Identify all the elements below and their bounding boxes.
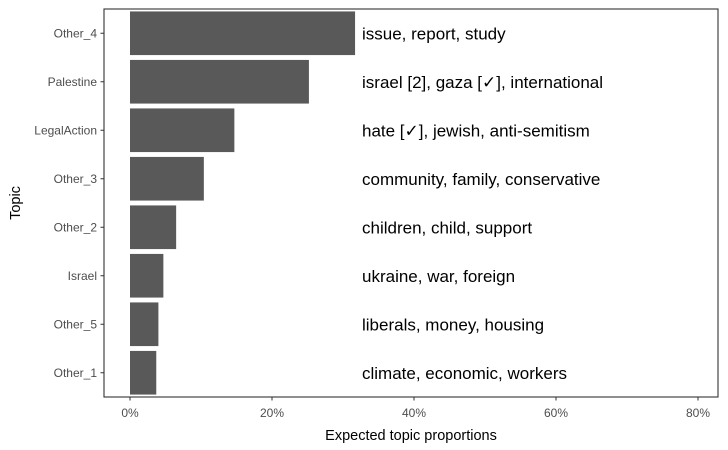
annotations-layer: issue, report, study israel [2], gaza [✓]… (362, 24, 603, 383)
x-tick-label: 0% (121, 406, 139, 420)
x-tick-label: 20% (260, 406, 284, 420)
y-tick-label: Other_5 (54, 317, 98, 331)
bar-palestine (130, 59, 309, 104)
x-axis-title: Expected topic proportions (325, 428, 497, 444)
y-tick-label: Israel (68, 269, 97, 283)
bar-other-4 (130, 11, 356, 56)
annotation-other-1: climate, economic, workers (362, 364, 567, 383)
x-axis: 0% 20% 40% 60% 80% (121, 397, 710, 420)
bar-other-1 (130, 350, 157, 395)
annotation-other-3: community, family, conservative (362, 170, 600, 189)
y-tick-label: Other_1 (54, 366, 98, 380)
plot-frame (103, 8, 719, 398)
y-axis-title: Topic (8, 186, 24, 220)
x-tick-label: 40% (402, 406, 426, 420)
x-tick-label: 60% (544, 406, 568, 420)
x-tick-label: 80% (686, 406, 710, 420)
y-tick-label: Palestine (48, 75, 98, 89)
y-tick-label: Other_4 (54, 26, 98, 40)
annotation-other-4: issue, report, study (362, 24, 506, 43)
annotation-other-2: children, child, support (362, 218, 532, 237)
y-tick-label: Other_3 (54, 172, 98, 186)
bar-other-5 (130, 302, 159, 347)
bar-legalaction (130, 108, 235, 153)
y-axis: Other_4 Palestine LegalAction Other_3 Other_… (34, 26, 104, 380)
y-tick-label: LegalAction (34, 123, 97, 137)
bar-other-2 (130, 205, 177, 250)
bar-other-3 (130, 156, 204, 201)
annotation-palestine: israel [2], gaza [✓], international (362, 73, 603, 92)
annotation-legalaction: hate [✓], jewish, anti-semitism (362, 121, 590, 140)
annotation-israel: ukraine, war, foreign (362, 267, 515, 286)
annotation-other-5: liberals, money, housing (362, 315, 544, 334)
y-tick-label: Other_2 (54, 220, 98, 234)
bars-layer (130, 11, 356, 395)
bar-israel (130, 253, 164, 298)
